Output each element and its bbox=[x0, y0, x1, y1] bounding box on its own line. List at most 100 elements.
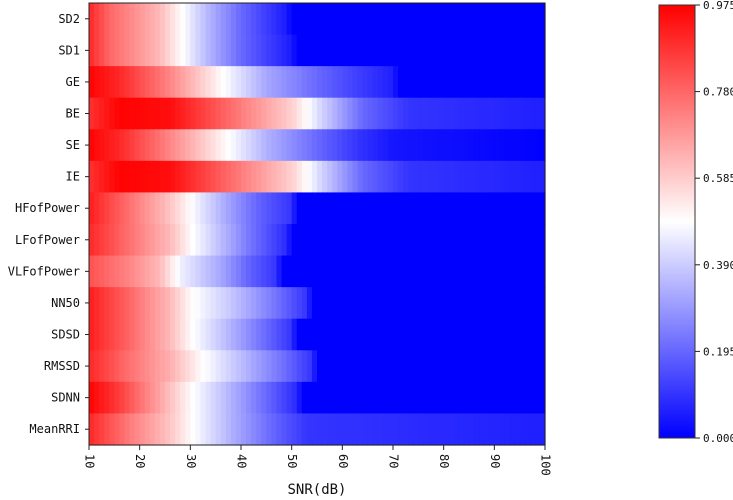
heat-cell bbox=[489, 224, 495, 257]
heat-cell bbox=[185, 350, 191, 383]
heat-cell bbox=[114, 34, 120, 67]
heat-cell bbox=[271, 224, 278, 257]
heat-cell bbox=[534, 318, 541, 351]
heat-cell bbox=[149, 160, 156, 194]
heat-cell bbox=[276, 413, 283, 446]
heat-cell bbox=[256, 3, 262, 36]
heat-cell bbox=[367, 129, 374, 162]
heat-cell bbox=[362, 3, 369, 36]
heat-cell bbox=[271, 97, 278, 130]
heat-cell bbox=[514, 318, 521, 351]
heat-cell bbox=[180, 287, 186, 320]
heat-cell bbox=[332, 255, 338, 288]
heat-cell bbox=[154, 97, 161, 130]
heat-cell bbox=[251, 255, 257, 288]
heat-cell bbox=[271, 3, 278, 36]
heat-cell bbox=[484, 97, 490, 130]
heat-cell bbox=[276, 255, 283, 288]
heat-cell bbox=[124, 381, 131, 415]
heat-cell bbox=[89, 97, 95, 130]
heat-cell bbox=[438, 34, 445, 67]
heat-cell bbox=[453, 160, 460, 194]
heat-cell bbox=[175, 97, 181, 130]
heat-cell bbox=[94, 318, 100, 351]
heat-cell bbox=[129, 192, 136, 225]
heat-cell bbox=[448, 255, 455, 288]
heat-cell bbox=[539, 381, 546, 415]
heat-cell bbox=[286, 129, 293, 162]
heat-cell bbox=[104, 160, 110, 194]
heat-cell bbox=[494, 224, 500, 257]
x-tick-label: 70 bbox=[387, 454, 401, 468]
heat-cell bbox=[469, 160, 475, 194]
heat-cell bbox=[382, 97, 389, 130]
heat-cell bbox=[271, 129, 278, 162]
heat-cell bbox=[438, 287, 445, 320]
heat-cell bbox=[241, 160, 247, 194]
heat-cell bbox=[519, 129, 526, 162]
heat-cell bbox=[438, 318, 445, 351]
heat-cell bbox=[235, 66, 242, 99]
heat-cell bbox=[463, 224, 470, 257]
heat-cell bbox=[504, 192, 511, 225]
heat-cell bbox=[180, 413, 186, 446]
heat-cell bbox=[372, 413, 379, 446]
heat-cell bbox=[291, 413, 298, 446]
heat-cell bbox=[104, 3, 110, 36]
heat-cell bbox=[210, 34, 217, 67]
heat-cell bbox=[423, 97, 430, 130]
heat-cell bbox=[448, 381, 455, 415]
heat-cell bbox=[372, 287, 379, 320]
heat-cell bbox=[443, 413, 450, 446]
heat-cell bbox=[195, 34, 202, 67]
heat-cell bbox=[347, 129, 354, 162]
heat-cell bbox=[327, 381, 333, 415]
heat-cell bbox=[509, 129, 516, 162]
heat-cell bbox=[463, 129, 470, 162]
heat-cell bbox=[149, 224, 156, 257]
heat-cell bbox=[443, 287, 450, 320]
heat-cell bbox=[494, 3, 500, 36]
heat-cell bbox=[433, 413, 440, 446]
heat-cell bbox=[104, 129, 110, 162]
heat-cell bbox=[210, 97, 217, 130]
heat-cell bbox=[352, 255, 359, 288]
heat-cell bbox=[266, 66, 272, 99]
heat-cell bbox=[372, 34, 379, 67]
heat-cell bbox=[357, 66, 364, 99]
heat-cell bbox=[317, 129, 323, 162]
heat-cell bbox=[469, 129, 475, 162]
heat-cell bbox=[281, 3, 288, 36]
heat-cell bbox=[382, 66, 389, 99]
heat-cell bbox=[301, 3, 308, 36]
heat-cell bbox=[291, 192, 298, 225]
heat-cell bbox=[94, 350, 100, 383]
heat-cell bbox=[170, 160, 176, 194]
heat-cell bbox=[484, 255, 490, 288]
heat-cell bbox=[276, 97, 283, 130]
heat-cell bbox=[195, 129, 202, 162]
heat-cell bbox=[241, 350, 247, 383]
heat-cell bbox=[534, 350, 541, 383]
heat-cell bbox=[230, 287, 237, 320]
heat-cell bbox=[463, 255, 470, 288]
heat-cell bbox=[448, 129, 455, 162]
heat-cell bbox=[504, 287, 511, 320]
heat-cell bbox=[458, 160, 465, 194]
heat-cell bbox=[514, 413, 521, 446]
heat-cell bbox=[210, 224, 217, 257]
heat-cell bbox=[453, 318, 460, 351]
heat-cell bbox=[139, 350, 146, 383]
heat-cell bbox=[246, 413, 252, 446]
heat-cell bbox=[458, 3, 465, 36]
heat-cell bbox=[529, 97, 536, 130]
x-axis-label: SNR(dB) bbox=[287, 482, 346, 498]
heat-cell bbox=[119, 129, 126, 162]
heat-cell bbox=[180, 97, 186, 130]
heat-cell bbox=[139, 66, 146, 99]
heat-cell bbox=[393, 66, 399, 99]
heat-cell bbox=[393, 3, 399, 36]
heat-cell bbox=[484, 192, 490, 225]
heat-cell bbox=[484, 129, 490, 162]
heat-cell bbox=[281, 192, 288, 225]
